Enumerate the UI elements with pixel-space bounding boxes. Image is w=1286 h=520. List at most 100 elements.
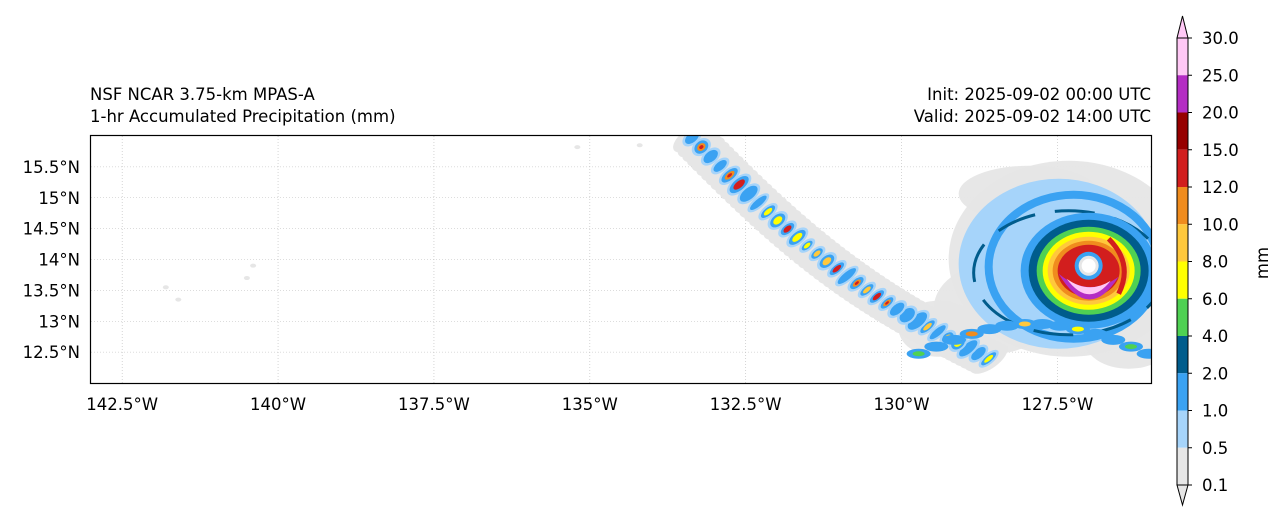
colorbar-tick-label: 2.0 [1202,364,1228,383]
colorbar-bin [1177,224,1188,262]
rainband-cell [685,136,699,144]
lat-tick-label: 15.5°N [23,158,80,177]
rainband-core [763,207,773,216]
rainband-cell [713,159,727,172]
precip-field [162,136,1151,374]
colorbar-extend-min [1176,484,1189,507]
colorbar-bin [1177,336,1188,374]
rainband-core [699,145,704,150]
isolated-shower [162,285,169,290]
valid-time: Valid: 2025-09-02 14:00 UTC [913,107,1151,126]
colorbar-bin [1177,447,1188,485]
rainband-core [885,301,889,305]
colorbar-bin [1177,149,1188,187]
colorbar-tick-label: 6.0 [1202,290,1228,309]
rainband-core [803,242,811,249]
southern-band-cell [924,341,949,352]
rain-band [972,209,1151,337]
colorbar-tick-label: 12.0 [1202,178,1239,197]
rainband-cell [971,347,986,361]
colorbar-bin [1177,410,1188,448]
lon-tick-label: 130°W [874,395,930,414]
model-title: NSF NCAR 3.75-km MPAS-A [90,85,315,104]
southern-band-core [1018,321,1031,327]
axis-labels: 142.5°W 140°W 137.5°W 135°W 132.5°W 130°W 127.… [23,158,1094,414]
colorbar-tick-label: 25.0 [1202,66,1239,85]
colorbar-extend-max [1176,15,1189,39]
colorbar-tick-label: 1.0 [1202,402,1228,421]
rainband-core [874,294,880,299]
colorbar-tick-label: 4.0 [1202,327,1228,346]
precip-map [89,134,1153,385]
colorbar-bin [1177,261,1188,299]
map-frame [89,134,1153,385]
field-title: 1-hr Accumulated Precipitation (mm) [90,107,396,126]
colorbar-tick-label: 8.0 [1202,253,1228,272]
southern-band-cell [1136,348,1151,359]
rainband-core [923,322,932,331]
lon-tick-label: 137.5°W [398,395,470,414]
colorbar-bin [1177,298,1188,336]
colorbar-tick-label: 0.5 [1202,439,1228,458]
rainband-cell [907,312,928,330]
colorbar-tick-label: 0.1 [1202,476,1228,495]
southern-band-core [965,331,978,337]
lon-tick-label: 135°W [562,395,618,414]
southern-band-core [912,351,925,357]
rainband-cell [837,268,857,284]
eyewall-max [1106,236,1127,295]
southern-band-cell [1083,328,1108,339]
colorbar-bin [1177,187,1188,225]
rainband-cell [739,185,758,202]
lat-tick-label: 12.5°N [23,343,80,362]
lat-tick-label: 14°N [38,251,80,270]
init-time: Init: 2025-09-02 00:00 UTC [927,85,1151,104]
rainband-core [862,286,871,294]
lon-tick-label: 140°W [250,395,306,414]
rainband-core [727,173,733,178]
eyewall-max [1058,273,1119,300]
colorbar: 0.1 0.5 1.0 2.0 4.0 6.0 8.0 10.0 12.0 15.0 20.0 25.… [1176,15,1239,507]
lon-tick-label: 127.5°W [1022,395,1094,414]
southern-band-cell [942,334,967,345]
colorbar-bin [1177,75,1188,113]
lat-tick-label: 13°N [38,312,80,331]
colorbar-tick-label: 30.0 [1202,29,1239,48]
rainband-core [785,227,790,231]
colorbar-tick-label: 15.0 [1202,141,1239,160]
colorbar-label: mm [1253,247,1272,279]
eyewall-max [1066,278,1111,295]
colorbar-bin [1177,112,1188,150]
rainband-cell [929,325,946,340]
colorbar-tick-label: 10.0 [1202,215,1239,234]
southern-band-core [1124,344,1137,350]
rain-band [984,190,1151,343]
rainband-core [813,250,821,257]
rainband-core [834,266,840,271]
colorbar-tick-label: 20.0 [1202,104,1239,123]
rainband-core [792,232,803,242]
rainband-core [822,257,832,266]
southern-band-core [1071,326,1084,332]
eye-center [1081,258,1096,273]
rainband-core [736,182,743,188]
lat-tick-label: 14.5°N [23,220,80,239]
rainband-core [984,354,994,363]
lon-tick-label: 132.5°W [710,395,782,414]
isolated-shower [243,276,250,281]
isolated-shower [636,143,643,148]
rainband-cell [959,340,978,357]
rainband-cell [750,195,767,211]
southern-band-cell [1101,334,1126,345]
rainband-cell [703,149,718,164]
lon-tick-label: 142.5°W [86,395,158,414]
lat-tick-label: 13.5°N [23,281,80,300]
lat-tick-label: 15°N [38,189,80,208]
isolated-shower [175,297,182,302]
rainband-core [773,216,783,225]
rainband-cell [889,302,905,316]
isolated-shower [574,145,581,150]
colorbar-bin [1177,373,1188,411]
isolated-shower [250,263,257,268]
